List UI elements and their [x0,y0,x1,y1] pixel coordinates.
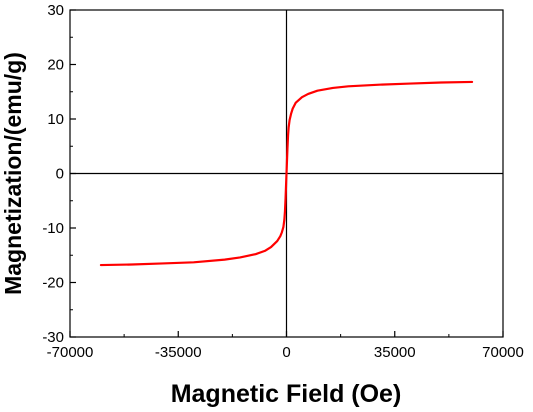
y-tick-label: 30 [47,2,64,19]
tick-marks [69,9,504,338]
y-tick-label: -20 [42,275,64,292]
x-tick-label: 0 [282,344,290,361]
y-tick-label: 0 [56,166,64,183]
series-group [99,80,474,267]
x-tick-label: 35000 [374,344,416,361]
x-tick-labels: -70000 -35000 0 35000 70000 [47,344,524,361]
y-tick-label: 10 [47,111,64,128]
x-tick-label: 70000 [482,344,524,361]
x-axis-title: Magnetic Field (Oe) [171,380,402,408]
y-tick-label: 20 [47,57,64,74]
x-tick-label: -70000 [47,344,94,361]
y-tick-label: -30 [42,329,64,346]
y-tick-labels: -30 -20 -10 0 10 20 30 [42,2,64,346]
series-line [99,80,474,267]
y-tick-label: -10 [42,220,64,237]
y-axis-title: Magnetization/(emu/g) [0,52,26,295]
x-tick-label: -35000 [155,344,202,361]
